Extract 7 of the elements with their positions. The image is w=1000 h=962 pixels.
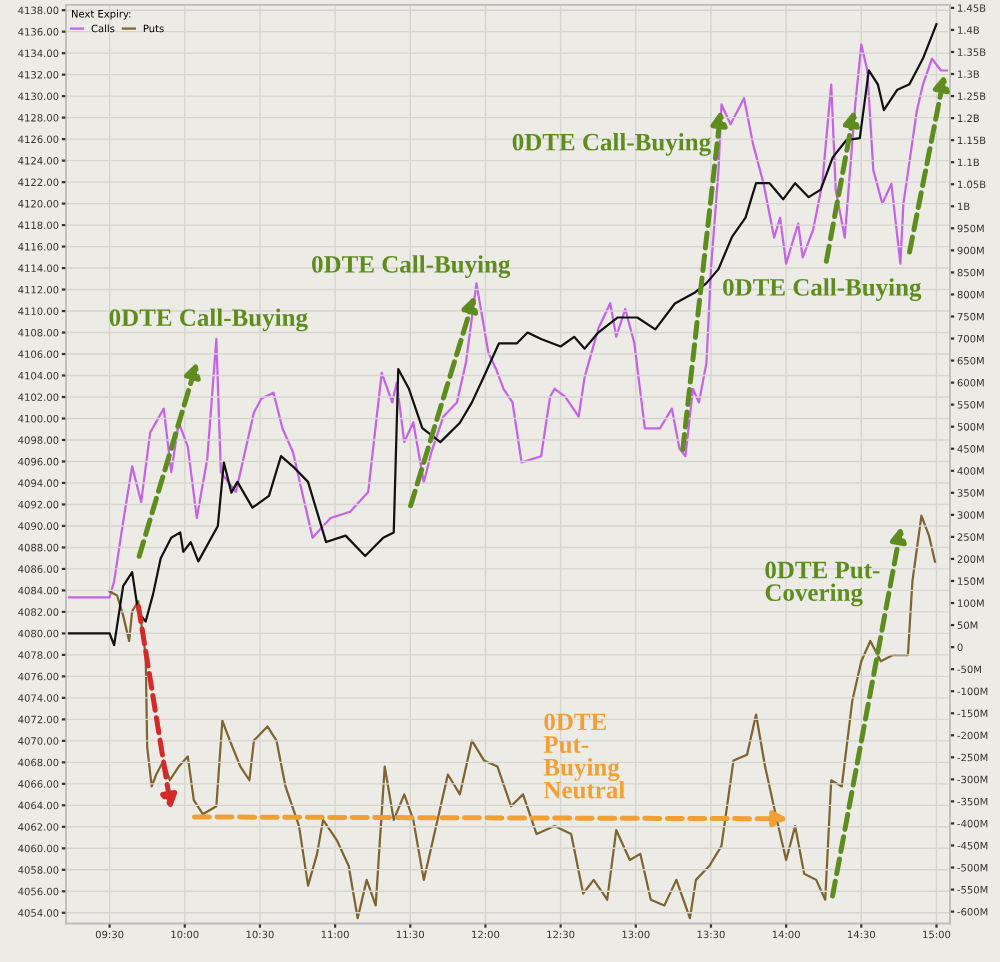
annotation: 0DTE Put- Buying Neutral — [543, 713, 625, 799]
annotation: 0DTE Put- Covering — [765, 561, 880, 607]
line-series — [108, 514, 937, 920]
annotation: 0DTE Call-Buying — [109, 308, 308, 332]
annotation: 0DTE Call-Buying — [512, 133, 711, 156]
annotation: 0DTE Call-Buying — [312, 255, 511, 279]
annotation: 0DTE Call-Buying — [723, 278, 922, 302]
